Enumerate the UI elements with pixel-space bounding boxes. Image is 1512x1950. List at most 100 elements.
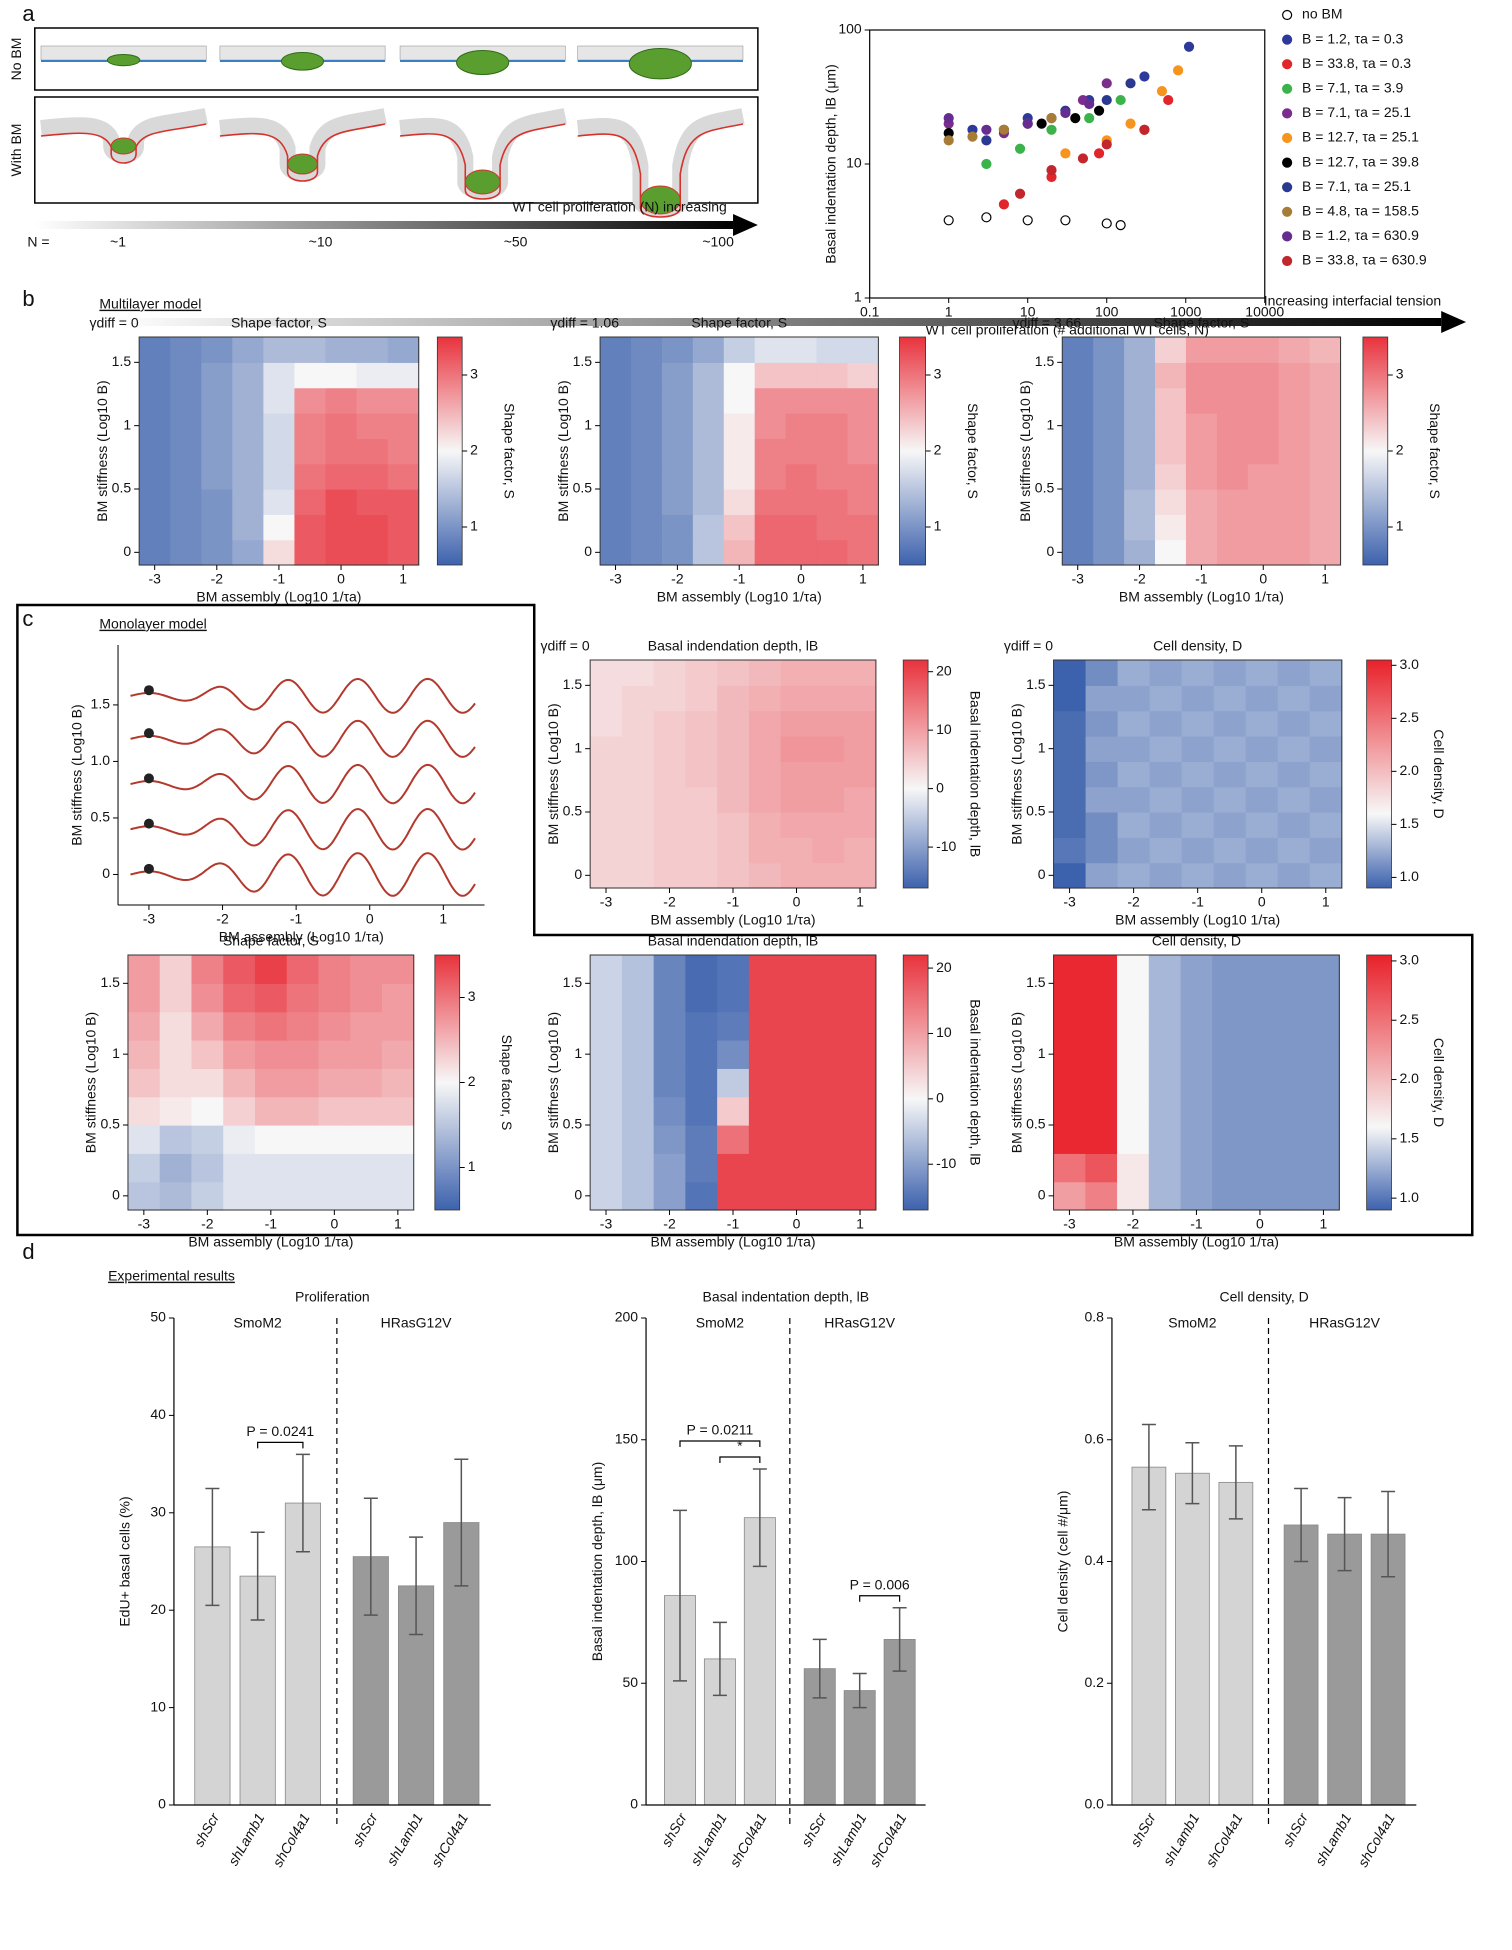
heatmap-cell	[812, 1068, 845, 1098]
error-bar	[454, 1458, 469, 1587]
scatter-point	[981, 124, 992, 135]
heatmap-cell	[1117, 660, 1151, 686]
y-tick-label: 1	[1046, 416, 1054, 432]
heatmap-cell	[170, 438, 202, 465]
heatmap-cell	[621, 1040, 655, 1069]
panel-label: b	[22, 286, 34, 311]
x-tick-label: -2	[216, 911, 229, 927]
heatmap-cell	[653, 1153, 686, 1183]
heatmap-cell	[754, 539, 787, 566]
heatmap-cell	[1117, 955, 1150, 984]
heatmap-cell	[844, 1068, 877, 1098]
heatmap-cell	[844, 862, 877, 889]
heatmap-cell	[685, 1096, 718, 1126]
heatmap-cell	[318, 955, 351, 984]
heatmap-cell	[847, 387, 879, 414]
heatmap-cell	[350, 1040, 383, 1069]
x-tick-label: 0	[1256, 1216, 1264, 1232]
y-tick-label: 0.5	[1035, 480, 1055, 496]
x-tick-label: -2	[1127, 894, 1140, 910]
heatmap-cell	[381, 1153, 415, 1183]
heatmap-cell	[844, 812, 877, 838]
heatmap-cell	[717, 660, 750, 686]
heatmap-title: Shape factor, S	[223, 933, 319, 949]
significance-label: P = 0.0241	[246, 1423, 314, 1439]
category-label: shLamb1	[1312, 1810, 1355, 1868]
x-tick-label: 1	[439, 911, 447, 927]
y-tick-label: 200	[615, 1309, 639, 1325]
heatmap-cell	[653, 1181, 686, 1211]
heatmap-cell	[748, 812, 782, 838]
scatter-point	[1101, 94, 1112, 106]
heatmap-cell	[785, 539, 818, 566]
x-tick-label: -3	[148, 571, 161, 587]
heatmap-cell	[1117, 1153, 1150, 1183]
heatmap-cell	[286, 955, 320, 984]
scatter-point	[1156, 85, 1168, 97]
scatter-point	[1093, 105, 1105, 116]
scatter-point	[1139, 71, 1150, 82]
heatmap-cell	[780, 1181, 813, 1211]
heatmap-cell	[1277, 660, 1311, 686]
heatmap-title: Cell density, D	[1153, 638, 1242, 654]
heatmap-cell	[621, 862, 655, 889]
y-tick-label: 0.5	[1026, 803, 1046, 819]
basement-membrane	[40, 123, 207, 164]
heatmap-cell	[590, 736, 623, 762]
heatmap-cell	[661, 438, 694, 465]
y-axis-label: BM stiffness (Log10 B)	[1008, 703, 1024, 844]
heatmap-cell	[350, 1096, 383, 1126]
colorbar-tick-label: 3	[468, 988, 476, 1004]
bar	[284, 1502, 321, 1806]
heatmap-cell	[1309, 786, 1343, 813]
heatmap-cell	[1053, 1181, 1086, 1211]
heatmap-cell	[1247, 387, 1280, 414]
heatmap-cell	[263, 413, 296, 439]
heatmap-cell	[325, 337, 358, 363]
colorbar	[1366, 954, 1392, 1211]
heatmap-cell	[1244, 1153, 1277, 1183]
heatmap-cell	[812, 955, 845, 984]
basement-membrane	[219, 123, 386, 182]
colorbar	[1366, 659, 1392, 889]
heatmap-cell	[1309, 489, 1342, 515]
heatmap-cell	[139, 413, 171, 439]
heatmap-cell	[1085, 710, 1119, 737]
heatmap-cell	[139, 489, 171, 515]
heatmap-cell	[254, 983, 288, 1013]
heatmap-cell	[1212, 1011, 1245, 1041]
gamma-label: γdiff = 0	[89, 315, 138, 331]
heatmap-cell	[1117, 1125, 1150, 1154]
heatmap-cell	[590, 1011, 623, 1041]
heatmap-cell	[201, 413, 233, 439]
heatmap-cell	[1181, 761, 1215, 788]
x-tick-label: -3	[1063, 1216, 1076, 1232]
error-bar	[1228, 1445, 1243, 1520]
heatmap-cell	[653, 983, 686, 1013]
scatter-point	[1093, 148, 1105, 159]
y-tick-label: 1.5	[573, 353, 593, 369]
heatmap-cell	[748, 955, 782, 984]
colorbar	[1362, 336, 1389, 566]
y-axis-label: EdU+ basal cells (%)	[117, 1496, 133, 1626]
heatmap-cell	[223, 1125, 256, 1154]
y-tick-label: 1.5	[112, 353, 132, 369]
heatmap-cell	[621, 710, 655, 737]
y-axis-label: BM stiffness (Log10 B)	[94, 380, 110, 521]
heatmap-cell	[1212, 1181, 1245, 1211]
heatmap-cell	[1149, 660, 1183, 686]
scatter-point	[1163, 94, 1174, 106]
heatmap-cell	[294, 514, 327, 541]
significance-label: P = 0.0211	[687, 1422, 754, 1438]
y-tick-label: 0	[574, 1187, 582, 1203]
heatmap-cell	[1053, 1096, 1086, 1126]
heatmap-cell	[1307, 955, 1340, 984]
heatmap-cell	[1085, 862, 1119, 889]
legend-marker	[1282, 9, 1293, 21]
y-tick-label: 0	[102, 865, 110, 881]
heatmap-cell	[1093, 463, 1125, 490]
heatmap-cell	[1053, 1068, 1086, 1098]
heatmap-cell	[780, 761, 813, 788]
heatmap-cell	[1062, 514, 1094, 541]
heatmap-cell	[1216, 387, 1249, 414]
